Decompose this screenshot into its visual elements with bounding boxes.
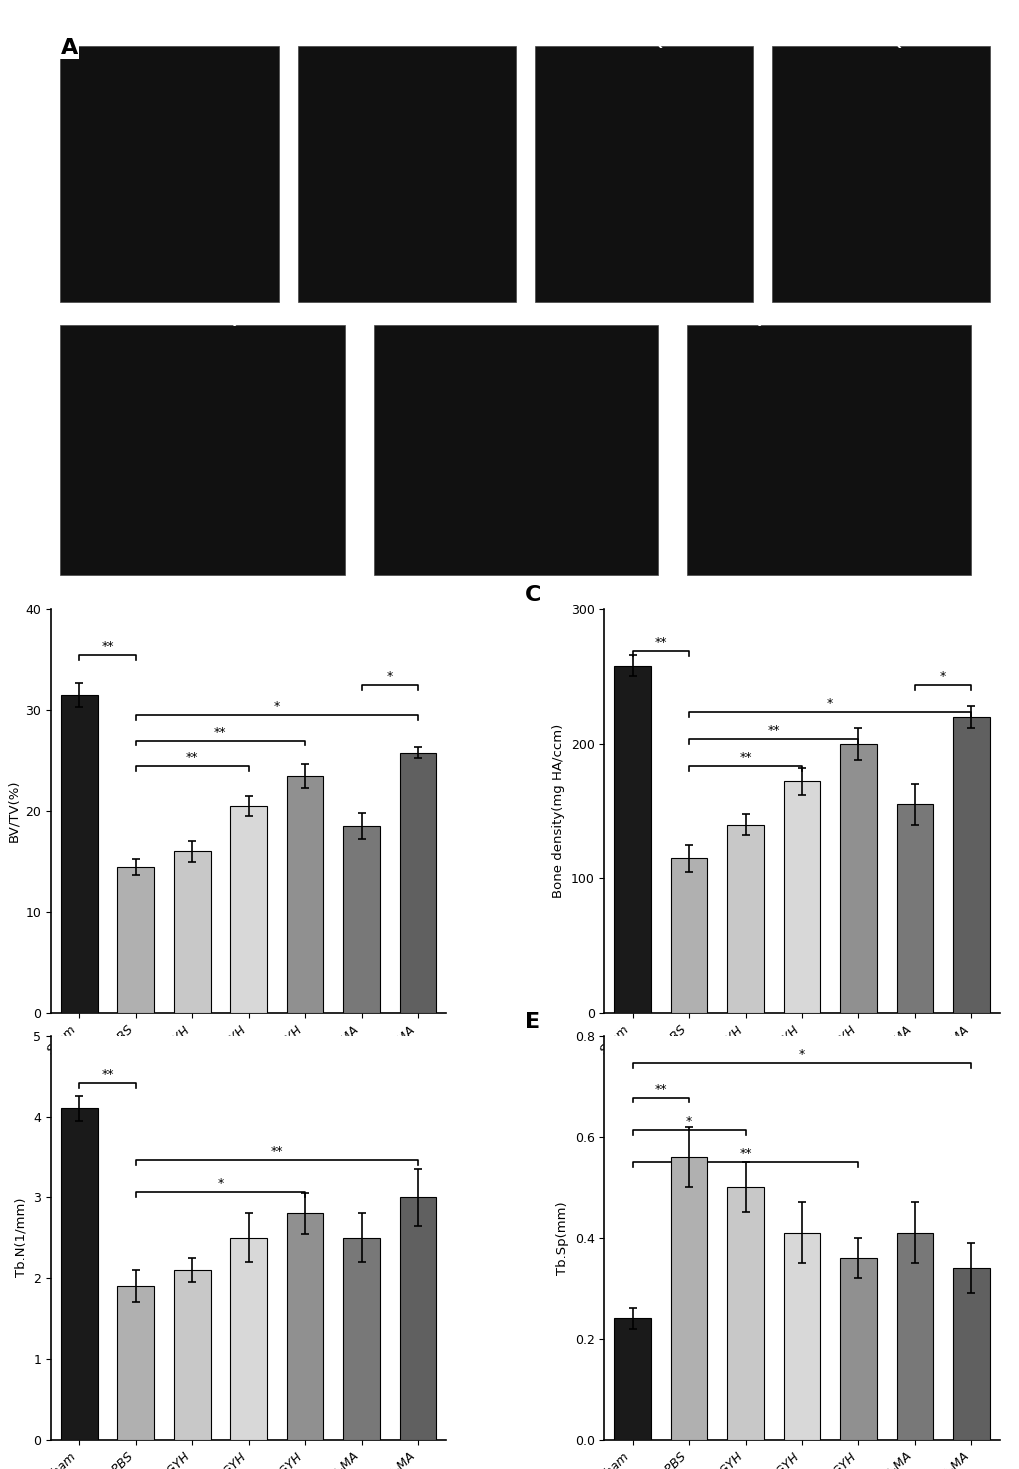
Text: OVX+3-MA: OVX+3-MA — [454, 313, 539, 328]
Bar — [173, 852, 210, 1014]
Y-axis label: Bone density(mg HA/ccm): Bone density(mg HA/ccm) — [551, 724, 565, 898]
Bar — [671, 858, 707, 1014]
Bar — [61, 695, 98, 1014]
Bar — [373, 325, 657, 576]
Bar — [342, 1238, 379, 1440]
Text: Sham: Sham — [143, 35, 186, 48]
Bar — [613, 1319, 650, 1440]
Bar — [840, 743, 876, 1014]
Text: **: ** — [214, 726, 226, 739]
Bar — [534, 46, 752, 303]
Bar — [230, 806, 267, 1014]
Bar — [173, 1271, 210, 1440]
Text: **: ** — [739, 751, 751, 764]
Bar — [952, 717, 988, 1014]
Text: E: E — [525, 1012, 540, 1031]
Text: **: ** — [739, 1147, 751, 1161]
Bar — [60, 46, 278, 303]
Text: **: ** — [185, 751, 199, 764]
Bar — [686, 325, 970, 576]
Text: **: ** — [766, 724, 780, 737]
Bar — [117, 867, 154, 1014]
Bar — [342, 826, 379, 1014]
Y-axis label: BV/TV(%): BV/TV(%) — [7, 780, 19, 842]
Bar — [727, 824, 763, 1014]
Bar — [298, 46, 516, 303]
Bar — [61, 1109, 98, 1440]
Text: **: ** — [654, 1083, 666, 1096]
Text: *: * — [685, 1115, 692, 1128]
Text: OVX+H-QGY+3-MA: OVX+H-QGY+3-MA — [689, 313, 835, 328]
Bar — [783, 1232, 819, 1440]
Bar — [286, 1213, 323, 1440]
Text: *: * — [273, 701, 279, 714]
Text: *: * — [386, 670, 392, 683]
Bar — [286, 776, 323, 1014]
Text: OVX+L-QGY: OVX+L-QGY — [592, 35, 685, 48]
Bar — [896, 1232, 932, 1440]
Bar — [117, 1287, 154, 1440]
Text: **: ** — [654, 636, 666, 649]
Text: A: A — [60, 38, 77, 57]
Bar — [671, 1158, 707, 1440]
Bar — [952, 1268, 988, 1440]
Text: *: * — [940, 670, 946, 683]
Text: OVX+PBS: OVX+PBS — [364, 35, 439, 48]
Text: OVX+H-QGY: OVX+H-QGY — [164, 313, 260, 328]
Text: *: * — [798, 1049, 804, 1061]
Text: OVX+M-QGY: OVX+M-QGY — [826, 35, 924, 48]
Bar — [783, 782, 819, 1014]
Bar — [613, 665, 650, 1014]
Bar — [230, 1238, 267, 1440]
Bar — [840, 1257, 876, 1440]
Bar — [399, 1197, 436, 1440]
Bar — [727, 1187, 763, 1440]
Bar — [60, 325, 344, 576]
Text: *: * — [826, 698, 833, 710]
Text: **: ** — [270, 1146, 283, 1158]
Bar — [896, 805, 932, 1014]
Text: *: * — [217, 1178, 223, 1190]
Text: **: ** — [101, 640, 113, 652]
Bar — [771, 46, 989, 303]
Y-axis label: Tb.N(1/mm): Tb.N(1/mm) — [14, 1197, 28, 1278]
Y-axis label: Tb.Sp(mm): Tb.Sp(mm) — [555, 1200, 569, 1275]
Text: **: ** — [101, 1068, 113, 1081]
Text: C: C — [525, 585, 541, 605]
Bar — [399, 752, 436, 1014]
